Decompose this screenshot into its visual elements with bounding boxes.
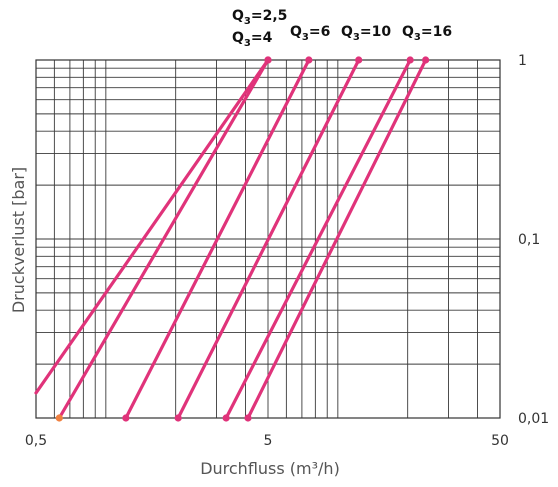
x-axis-label: Durchfluss (m³/h): [200, 459, 340, 478]
y-axis-label: Druckverlust [bar]: [9, 167, 28, 313]
series-line-4: [176, 58, 361, 420]
series-label-4: Q3=10: [341, 24, 391, 43]
x-tick-label: 5: [264, 433, 273, 449]
series-point-2-2: [264, 56, 272, 64]
series-point-6-1: [244, 414, 252, 422]
series-line-2: [57, 58, 270, 420]
series-line-6: [246, 58, 428, 420]
y-tick-label: 0,1: [518, 232, 540, 248]
x-tick-label: 0,5: [25, 433, 47, 449]
y-tick-label: 1: [518, 53, 527, 69]
series-point-6-2: [422, 56, 430, 64]
x-tick-label: 50: [491, 433, 509, 449]
series-point-3-2: [305, 56, 313, 64]
series-label-1: Q3=2,5: [232, 8, 287, 27]
series-markers: [55, 56, 430, 422]
series-lines: [34, 58, 428, 420]
series-label-3: Q3=6: [290, 24, 330, 43]
series-line-1: [34, 58, 270, 395]
series-label-2: Q3=4: [232, 30, 273, 49]
series-point-2-1: [55, 414, 63, 422]
series-line-5: [224, 58, 412, 420]
series-point-3-1: [122, 414, 130, 422]
series-labels: Q3=2,5 Q3=4 Q3=6 Q3=10 Q3=16: [232, 8, 452, 49]
series-point-4-1: [174, 414, 182, 422]
series-line-3: [124, 58, 311, 420]
series-point-4-2: [355, 56, 363, 64]
y-tick-label: 0,01: [518, 411, 549, 427]
series-point-5-2: [406, 56, 414, 64]
series-label-5: Q3=16: [402, 24, 452, 43]
series-point-5-1: [222, 414, 230, 422]
x-tick-labels: 0,5 5 50: [25, 433, 509, 449]
y-tick-labels: 1 0,1 0,01: [518, 53, 549, 427]
